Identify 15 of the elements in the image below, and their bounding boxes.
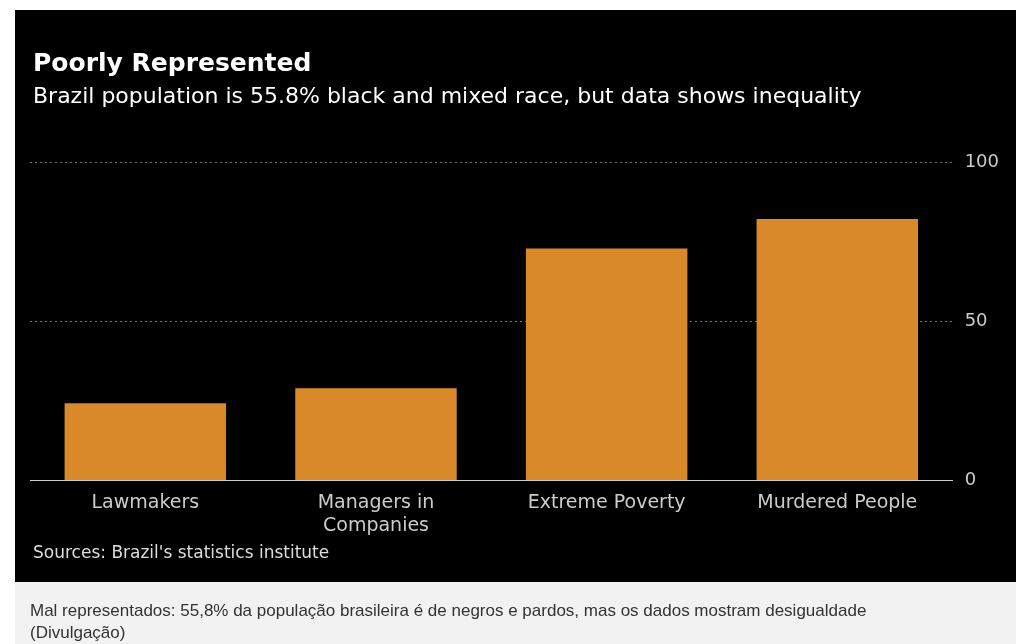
y-tick-label: 0 [964, 468, 977, 490]
x-tick-label: Murdered People [757, 489, 918, 512]
chart-title: Poorly Represented [33, 48, 312, 77]
source-note: Sources: Brazil's statistics institute [33, 542, 330, 562]
y-tick-label: 50 [964, 309, 988, 331]
x-tick-label: Lawmakers [91, 489, 200, 512]
y-tick-label: 100 [964, 150, 999, 172]
bar [295, 388, 457, 480]
x-tick-label: Managers in Companies [317, 489, 435, 535]
bar [756, 219, 919, 480]
text: Mal representados: 55,8% da população brasileira é de negros e pardos, mas os dados mostram desigualdade (Divulgação) [30, 600, 868, 644]
x-tick-label: Extreme Poverty [527, 489, 686, 512]
bar [525, 248, 688, 480]
chart-subtitle: Brazil population is 55.8% black and mixed race, but data shows inequality [33, 83, 862, 108]
bar [64, 403, 227, 480]
